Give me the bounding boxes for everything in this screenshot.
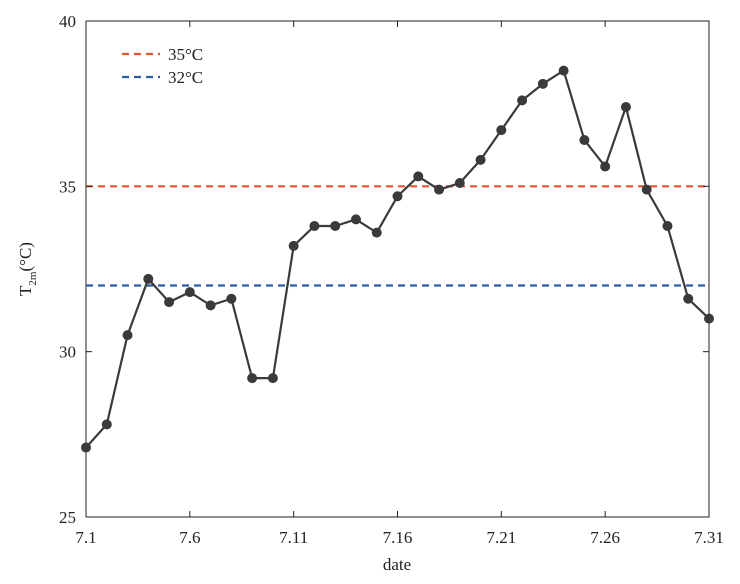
data-point <box>226 293 237 304</box>
data-point <box>537 78 548 89</box>
data-point <box>81 442 91 453</box>
data-point <box>122 330 133 341</box>
data-point <box>267 373 278 384</box>
y-axis: 25 30 35 40 <box>59 12 709 527</box>
data-point <box>641 184 652 195</box>
x-axis-title: date <box>383 555 411 574</box>
data-point <box>620 101 631 112</box>
data-point <box>350 214 361 225</box>
y-tick-label: 35 <box>59 177 76 196</box>
data-point <box>662 221 673 232</box>
series-line <box>85 69 710 449</box>
data-point <box>288 240 299 251</box>
data-point <box>309 221 320 232</box>
data-point <box>475 154 486 165</box>
y-axis-title: T2m(°C) <box>16 242 39 296</box>
reference-lines <box>86 185 709 287</box>
y-axis-title-unit: (°C) <box>16 242 35 271</box>
legend-label-35c: 35°C <box>168 45 203 64</box>
x-tick-label: 7.1 <box>75 528 96 547</box>
data-point <box>164 297 175 308</box>
data-point <box>392 191 403 202</box>
y-tick-label: 25 <box>59 508 76 527</box>
series-layer <box>81 65 714 453</box>
data-point <box>704 313 714 324</box>
data-point <box>683 293 694 304</box>
x-tick-label: 7.21 <box>486 528 516 547</box>
y-tick-label: 30 <box>59 343 76 362</box>
data-point <box>496 125 507 136</box>
data-point <box>247 373 258 384</box>
data-point <box>579 135 590 146</box>
legend-label-32c: 32°C <box>168 68 203 87</box>
legend: 35°C 32°C <box>122 45 203 87</box>
data-point <box>184 287 195 298</box>
data-point <box>558 65 569 76</box>
x-tick-label: 7.26 <box>590 528 620 547</box>
x-axis: 7.1 7.6 7.11 7.16 7.21 7.26 7.31 <box>75 21 724 547</box>
data-point <box>517 95 528 106</box>
data-point <box>101 419 112 430</box>
x-tick-label: 7.31 <box>694 528 724 547</box>
data-point <box>205 300 216 311</box>
data-point <box>143 273 154 284</box>
y-axis-title-subscript: 2m <box>27 271 39 286</box>
data-point <box>413 171 424 182</box>
x-tick-label: 7.16 <box>383 528 413 547</box>
data-point <box>600 161 611 172</box>
data-point <box>371 227 382 238</box>
y-axis-title-main: T <box>16 285 35 296</box>
x-tick-label: 7.11 <box>279 528 308 547</box>
plot-frame <box>85 20 710 518</box>
data-point <box>454 178 465 189</box>
x-tick-label: 7.6 <box>179 528 200 547</box>
data-point <box>330 221 341 232</box>
data-point <box>434 184 445 195</box>
y-tick-label: 40 <box>59 12 76 31</box>
